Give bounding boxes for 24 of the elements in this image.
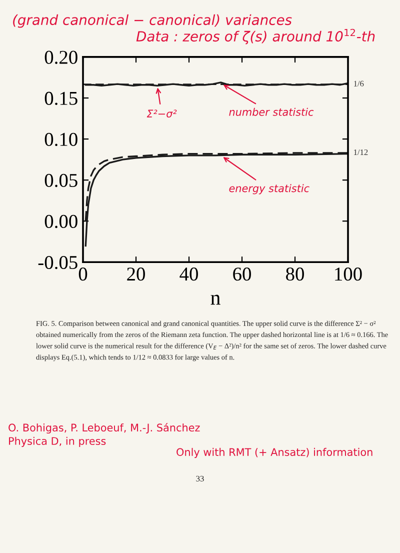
x-tick-label: 60 — [233, 268, 251, 281]
chart-subtitle: Data : zeros of ζ(s) around 10$^{12}$-th — [136, 28, 375, 44]
x-tick-label: 40 — [180, 268, 198, 281]
text: O. Bohigas, P. Leboeuf, M.-J. Sánchez — [8, 423, 200, 434]
text: Physica D, in press — [9, 436, 106, 447]
annotation: 1/12 — [354, 149, 368, 156]
annotation: 1/6 — [354, 80, 364, 86]
chart-title: (grand canonical − canonical) variances — [13, 14, 292, 28]
x-tick-label: 100 — [335, 268, 362, 281]
y-tick-label: 0.20 — [44, 50, 78, 64]
text: Only with RMT (+ Ansatz) information — [176, 448, 372, 458]
x-tick-label: 80 — [286, 268, 304, 281]
y-tick-label: -0.05 — [38, 256, 78, 270]
y-tick-label: 0.05 — [44, 174, 78, 188]
text: 33 — [196, 476, 204, 482]
annotation: energy statistic — [229, 184, 310, 194]
y-tick-label: 0.15 — [44, 92, 78, 106]
annotation: Σ²−σ² — [146, 110, 177, 118]
y-tick-label: 0.10 — [44, 132, 78, 146]
x-tick-label: 20 — [127, 268, 145, 281]
annotation: number statistic — [229, 108, 314, 116]
y-tick-label: 0.00 — [44, 214, 78, 228]
x-tick-label: 0 — [78, 268, 88, 281]
x-axis-title: n — [210, 294, 220, 305]
